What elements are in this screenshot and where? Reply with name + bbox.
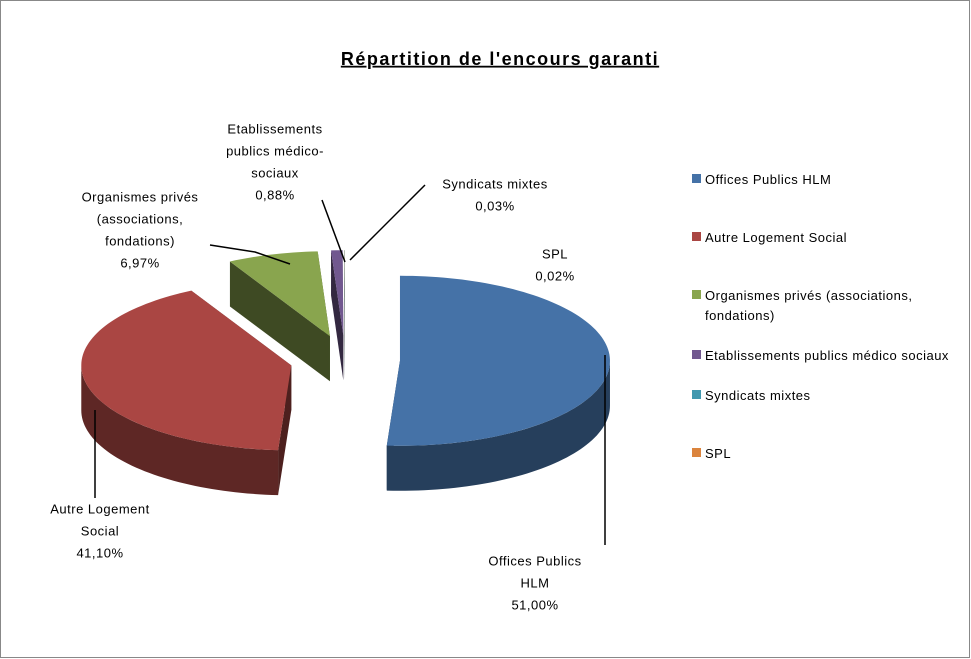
slice-cut-face	[229, 261, 330, 382]
slice-cut-face	[331, 250, 344, 381]
legend-swatch	[692, 290, 701, 299]
data-label-name: Autre Logement	[50, 501, 150, 516]
slice-side	[81, 365, 279, 496]
legend-swatch	[692, 350, 701, 359]
legend-swatch	[692, 232, 701, 241]
data-label-name: fondations)	[105, 233, 175, 248]
data-label: 41,10%	[76, 545, 123, 560]
legend-item: Syndicats mixtes	[692, 386, 967, 406]
leader-line	[349, 184, 426, 261]
legend-swatch	[692, 390, 701, 399]
slice	[344, 250, 345, 336]
slice	[81, 290, 292, 451]
data-label-name: HLM	[521, 575, 550, 590]
data-label: 0,88%	[255, 187, 294, 202]
data-label: 0,03%	[475, 198, 514, 213]
legend-label: SPL	[705, 446, 732, 461]
slice	[386, 275, 610, 446]
data-label-name: Etablissements	[227, 121, 322, 136]
legend-label: Syndicats mixtes	[705, 388, 811, 403]
legend-swatch	[692, 448, 701, 457]
slice-side	[386, 360, 610, 491]
slice	[229, 251, 330, 337]
data-label-name: (associations,	[97, 211, 183, 226]
data-label: 51,00%	[511, 597, 558, 612]
slice	[331, 250, 344, 336]
data-label-name: SPL	[542, 246, 568, 261]
data-label-name: publics médico-	[226, 143, 324, 158]
legend-swatch	[692, 174, 701, 183]
legend-item: Offices Publics HLM	[692, 170, 967, 190]
slice-cut-face	[344, 250, 345, 381]
legend-item: Organismes privés (associations, fondati…	[692, 286, 967, 326]
data-label-name: sociaux	[251, 165, 299, 180]
data-label-name: Organismes privés	[82, 189, 199, 204]
legend-item: SPL	[692, 444, 967, 464]
legend: Offices Publics HLM Autre Logement Social…	[692, 170, 967, 464]
leader-line	[321, 199, 346, 263]
data-label: 0,02%	[535, 268, 574, 283]
data-label-name: Syndicats mixtes	[442, 176, 548, 191]
chart-title: Répartition de l'encours garanti	[341, 49, 659, 69]
data-label-name: Social	[81, 523, 119, 538]
legend-item: Etablissements publics médico sociaux	[692, 346, 967, 366]
data-label: 6,97%	[120, 255, 159, 270]
data-label-name: Offices Publics	[488, 553, 581, 568]
legend-label: Etablissements publics médico sociaux	[705, 348, 949, 363]
legend-label: Organismes privés (associations, fondati…	[705, 288, 913, 323]
legend-label: Offices Publics HLM	[705, 172, 832, 187]
legend-label: Autre Logement Social	[705, 230, 848, 245]
legend-item: Autre Logement Social	[692, 228, 967, 248]
leader-line	[209, 244, 291, 265]
